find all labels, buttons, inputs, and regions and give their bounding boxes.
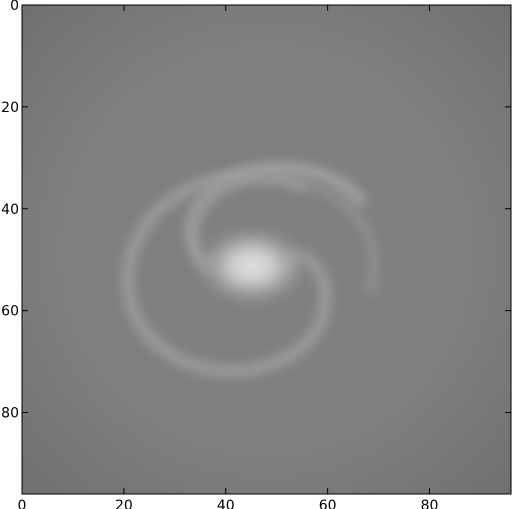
- y-tick-label: 40: [1, 202, 19, 218]
- y-tick-label: 60: [1, 304, 19, 320]
- x-tick-label: 60: [319, 498, 337, 509]
- y-tick-label: 20: [1, 100, 19, 116]
- axis-ticks: [21, 4, 511, 494]
- spiral-arm-upper: [184, 173, 380, 296]
- x-tick-label: 40: [217, 498, 235, 509]
- galaxy-core: [192, 224, 312, 308]
- plot-frame: [21, 4, 512, 495]
- spiral-arm-outer: [121, 167, 333, 379]
- y-tick-label: 0: [10, 0, 19, 14]
- image-area: [22, 5, 511, 494]
- x-tick-label: 20: [115, 498, 133, 509]
- y-tick-label: 80: [1, 406, 19, 422]
- x-tick-label: 0: [18, 498, 27, 509]
- spiral-arm-inner: [184, 161, 367, 272]
- x-tick-label: 80: [421, 498, 439, 509]
- axis-tick-labels: 0 20 40 60 80 0 20 40 60 80: [1, 0, 438, 509]
